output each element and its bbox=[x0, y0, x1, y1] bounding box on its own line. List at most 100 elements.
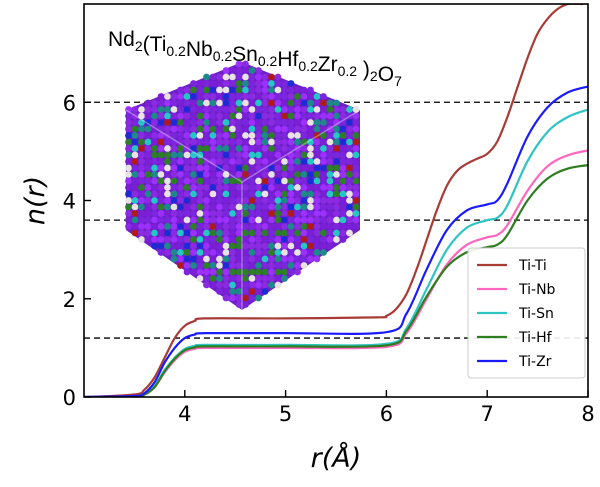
inset-atom bbox=[294, 138, 301, 146]
inset-atom bbox=[261, 203, 269, 211]
inset-atom bbox=[177, 197, 184, 204]
inset-atom bbox=[248, 281, 256, 289]
inset-atom bbox=[131, 197, 139, 204]
inset-atom bbox=[196, 171, 204, 178]
inset-atom bbox=[333, 184, 340, 191]
inset-atom bbox=[157, 93, 165, 100]
inset-atom bbox=[300, 112, 308, 120]
inset-atom bbox=[287, 145, 295, 152]
inset-atom bbox=[261, 106, 269, 113]
inset-atom bbox=[255, 67, 262, 74]
inset-atom bbox=[242, 223, 249, 230]
inset-atom bbox=[170, 203, 178, 211]
inset-atom bbox=[196, 151, 204, 159]
legend-label: Ti-Nb bbox=[518, 282, 556, 298]
inset-atom bbox=[203, 86, 210, 94]
inset-atom bbox=[196, 223, 204, 230]
inset-atom bbox=[287, 236, 295, 243]
inset-atom bbox=[255, 184, 262, 191]
inset-atom bbox=[248, 294, 256, 302]
inset-atom bbox=[255, 73, 262, 81]
inset-atom bbox=[177, 112, 184, 120]
inset-atom bbox=[203, 229, 210, 237]
inset-atom bbox=[125, 164, 132, 172]
inset-atom bbox=[144, 145, 152, 152]
inset-atom bbox=[352, 145, 360, 152]
inset-atom bbox=[313, 197, 321, 204]
inset-atom bbox=[307, 112, 314, 120]
inset-atom bbox=[268, 216, 275, 224]
nanoparticle-inset bbox=[125, 60, 361, 310]
inset-atom bbox=[287, 210, 295, 217]
inset-atom bbox=[144, 177, 152, 185]
inset-atom bbox=[203, 275, 210, 282]
inset-atom bbox=[242, 93, 249, 100]
inset-atom bbox=[216, 164, 223, 172]
inset-atom bbox=[307, 99, 314, 107]
inset-atom bbox=[190, 138, 197, 146]
legend: Ti-Ti Ti-Nb Ti-Sn Ti-Hf Ti-Zr bbox=[467, 247, 586, 379]
inset-atom bbox=[242, 255, 249, 263]
inset-atom bbox=[209, 223, 217, 230]
inset-atom bbox=[274, 112, 282, 120]
inset-atom bbox=[281, 210, 288, 217]
inset-atom bbox=[131, 216, 139, 224]
inset-atom bbox=[255, 177, 262, 185]
title-subscript: 2 bbox=[135, 38, 143, 54]
inset-atom bbox=[209, 106, 217, 113]
inset-atom bbox=[242, 197, 249, 204]
inset-atom bbox=[352, 151, 360, 159]
inset-atom bbox=[248, 210, 256, 217]
inset-atom bbox=[320, 216, 327, 224]
inset-atom bbox=[307, 125, 314, 133]
inset-atom bbox=[222, 197, 230, 204]
inset-atom bbox=[235, 80, 243, 87]
inset-atom bbox=[300, 242, 308, 250]
inset-atom bbox=[268, 138, 275, 146]
inset-atom bbox=[300, 151, 308, 159]
inset-atom bbox=[281, 197, 288, 204]
inset-atom bbox=[281, 158, 288, 165]
inset-atom bbox=[287, 151, 295, 159]
inset-atom bbox=[248, 138, 256, 146]
inset-atom bbox=[287, 197, 295, 204]
inset-atom bbox=[216, 223, 223, 230]
inset-atom bbox=[248, 223, 256, 230]
inset-atom bbox=[300, 262, 308, 269]
inset-atom bbox=[229, 229, 236, 237]
inset-atom bbox=[196, 197, 204, 204]
inset-atom bbox=[235, 112, 243, 120]
inset-atom bbox=[281, 229, 288, 237]
inset-atom bbox=[255, 216, 262, 224]
inset-atom bbox=[222, 229, 230, 237]
inset-atom bbox=[352, 119, 360, 126]
inset-atom bbox=[268, 281, 275, 289]
inset-atom bbox=[300, 216, 308, 224]
inset-atom bbox=[125, 138, 132, 146]
inset-atom bbox=[333, 164, 340, 172]
inset-atom bbox=[261, 73, 269, 81]
inset-atom bbox=[320, 132, 327, 139]
inset-atom bbox=[274, 268, 282, 276]
inset-atom bbox=[196, 177, 204, 185]
inset-atom bbox=[203, 210, 210, 217]
inset-atom bbox=[209, 216, 217, 224]
inset-atom bbox=[229, 210, 236, 217]
inset-atom bbox=[131, 203, 139, 211]
inset-atom bbox=[333, 197, 340, 204]
y-axis-label: n(r) bbox=[20, 176, 51, 225]
inset-atom bbox=[320, 112, 327, 120]
inset-atom bbox=[216, 138, 223, 146]
inset-atom bbox=[222, 138, 230, 146]
inset-atom bbox=[287, 119, 295, 126]
inset-atom bbox=[320, 229, 327, 237]
inset-atom bbox=[268, 203, 275, 211]
inset-atom bbox=[196, 210, 204, 217]
inset-atom bbox=[229, 288, 236, 295]
inset-atom bbox=[326, 158, 334, 165]
inset-atom bbox=[235, 177, 243, 185]
inset-atom bbox=[151, 229, 158, 237]
inset-atom bbox=[255, 288, 262, 295]
inset-atom bbox=[222, 216, 230, 224]
